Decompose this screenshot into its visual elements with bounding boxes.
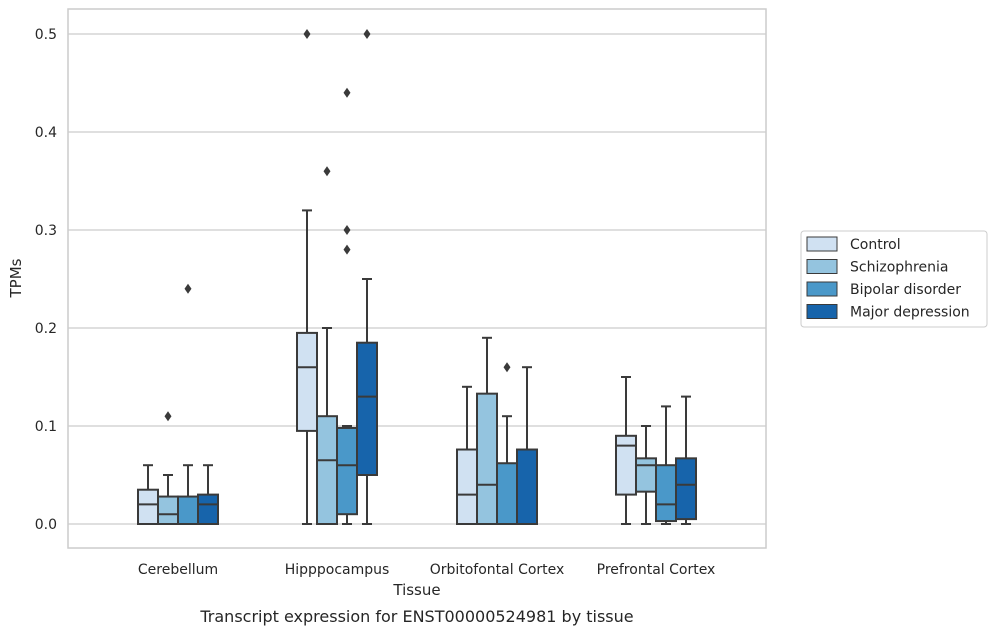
outlier-point (164, 411, 172, 422)
y-axis-ticks: 0.0 0.1 0.2 0.3 0.4 0.5 (35, 27, 57, 533)
box-major-depression (516, 366, 538, 525)
box-major-depression (356, 29, 378, 525)
legend-item: Schizophrenia (806, 259, 948, 276)
y-tick-label: 0.0 (35, 517, 57, 533)
box-iqr (635, 457, 657, 493)
legend-label: Control (850, 237, 901, 253)
outlier-point (343, 225, 351, 235)
legend-swatch (806, 281, 838, 297)
x-axis-title: Tissue (392, 581, 440, 599)
x-tick-label: Prefrontal Cortex (597, 562, 716, 578)
box-iqr (177, 495, 199, 525)
legend-item: Control (806, 236, 901, 253)
legend-label: Major depression (850, 305, 970, 321)
x-tick-label: Cerebellum (138, 562, 218, 578)
box-iqr (516, 448, 538, 525)
y-tick-label: 0.4 (35, 125, 57, 141)
box-iqr (356, 341, 378, 477)
y-tick-label: 0.2 (35, 321, 57, 337)
outlier-point (303, 29, 311, 39)
y-tick-label: 0.3 (35, 223, 57, 239)
box-groups (137, 29, 697, 526)
legend-label: Bipolar disorder (850, 282, 961, 298)
legend-swatch (806, 304, 838, 319)
box-schizophrenia (316, 166, 338, 526)
box-major-depression (197, 464, 219, 526)
box-major-depression (675, 395, 697, 525)
box-schizophrenia (635, 425, 657, 525)
outlier-point (363, 29, 371, 39)
legend-label: Schizophrenia (850, 260, 948, 276)
box-iqr (456, 448, 478, 525)
box-bipolar-disorder (496, 362, 518, 525)
box-iqr (675, 457, 697, 521)
box-schizophrenia (476, 336, 498, 525)
plot-frame (67, 8, 767, 549)
legend-swatch (806, 259, 838, 274)
outlier-point (343, 87, 351, 98)
outlier-point (343, 244, 351, 255)
box-iqr (296, 331, 318, 432)
box-iqr (137, 488, 159, 526)
legend-item: Bipolar disorder (806, 281, 961, 298)
outlier-point (323, 166, 331, 177)
legend-item: Major depression (806, 304, 970, 321)
x-tick-label: Orbitofontal Cortex (430, 562, 565, 578)
legend-swatch (806, 236, 838, 252)
x-tick-label: Hipppocampus (285, 562, 390, 578)
legend: Control Schizophrenia Bipolar disorder Majo… (800, 230, 988, 328)
x-axis-ticks: Cerebellum Hipppocampus Orbitofontal Corte… (138, 562, 715, 578)
box-iqr (336, 426, 358, 516)
box-iqr (316, 415, 338, 526)
box-iqr (655, 464, 677, 523)
box-iqr (476, 392, 498, 525)
box-control (615, 376, 637, 525)
outlier-point (184, 283, 192, 294)
y-tick-label: 0.1 (35, 419, 57, 435)
box-iqr (197, 493, 219, 526)
box-iqr (157, 495, 179, 525)
chart-caption: Transcript expression for ENST0000052498… (199, 607, 633, 626)
y-tick-label: 0.5 (35, 27, 57, 43)
legend-frame (800, 230, 988, 328)
box-control (296, 29, 318, 525)
outlier-point (503, 362, 511, 373)
box-iqr (496, 462, 518, 525)
y-axis-title: TPMs (7, 258, 25, 298)
box-schizophrenia (157, 411, 179, 525)
